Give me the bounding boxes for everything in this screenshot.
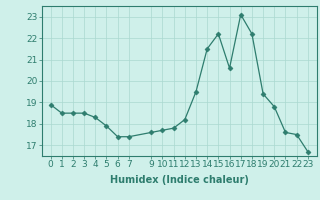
X-axis label: Humidex (Indice chaleur): Humidex (Indice chaleur) xyxy=(110,175,249,185)
